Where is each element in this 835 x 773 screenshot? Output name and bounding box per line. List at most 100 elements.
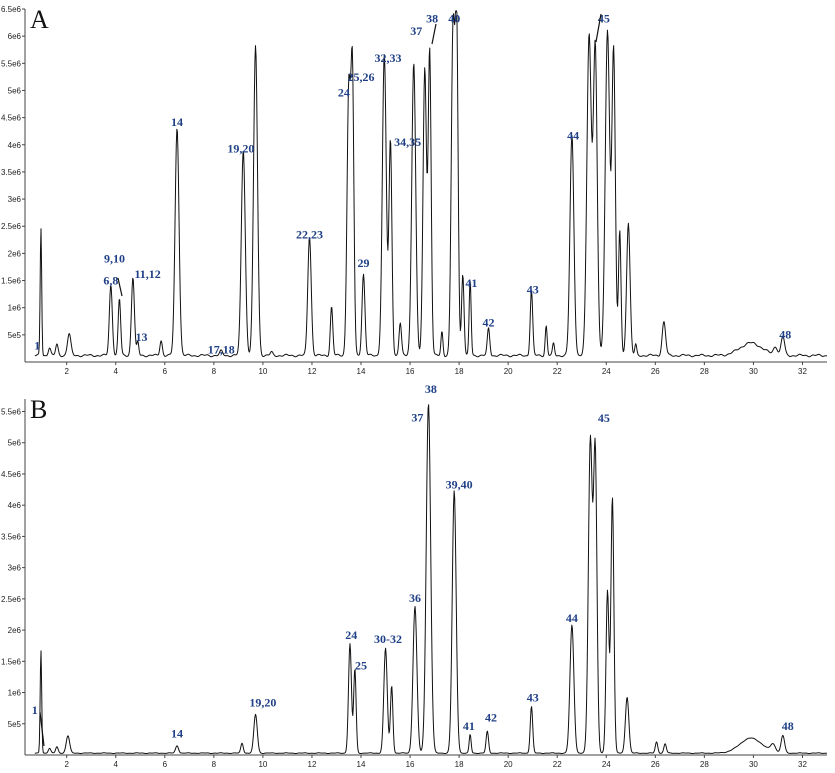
y-tick-label: 3.5e6: [1, 532, 22, 541]
x-tick-label: 20: [504, 760, 513, 769]
peak-label: 11,12: [134, 267, 160, 281]
peak-label: 41: [465, 276, 477, 290]
x-tick-label: 22: [553, 367, 562, 376]
y-tick-label: 2.5e6: [1, 222, 22, 231]
x-tick-label: 28: [700, 760, 709, 769]
peak-label: 48: [779, 328, 791, 342]
x-tick-label: 6: [163, 760, 168, 769]
peak-label: 14: [171, 727, 183, 741]
x-tick-label: 14: [357, 760, 366, 769]
x-tick-label: 28: [700, 367, 709, 376]
x-tick-label: 12: [308, 367, 317, 376]
panel-a-chromatogram: A 2 4 6 8 10 12 14 16 18 20 22 24 26 28 30 325e51e61.5e…: [1, 5, 828, 376]
peak-label: 14: [171, 115, 183, 129]
x-tick-label: 2: [64, 760, 69, 769]
peak-leader-line: [431, 23, 437, 45]
peak-label: 48: [782, 719, 794, 733]
y-tick-label: 5.5e6: [1, 407, 22, 416]
y-tick-label: 1e6: [8, 689, 22, 698]
peak-label: 32,33: [374, 51, 401, 65]
peak-label: 19,20: [249, 695, 276, 709]
y-tick-label: 2.5e6: [1, 595, 22, 604]
y-tick-label: 4e6: [8, 141, 22, 150]
x-tick-label: 2: [64, 367, 69, 376]
panel-b-chromatogram: B 2 4 6 8 10 12 14 16 18 20 22 24 26 28 30 325e51e61.5e…: [1, 382, 828, 769]
peak-label: 38: [426, 12, 438, 26]
y-tick-label: 1.5e6: [1, 657, 22, 666]
x-tick-label: 30: [749, 367, 758, 376]
y-tick-label: 5e6: [8, 86, 22, 95]
peak-label: 44: [567, 128, 579, 142]
y-tick-label: 3e6: [8, 564, 22, 573]
peak-label: 43: [527, 690, 539, 704]
x-tick-label: 26: [651, 367, 660, 376]
x-tick-label: 32: [798, 367, 807, 376]
y-tick-label: 4e6: [8, 501, 22, 510]
x-tick-label: 8: [212, 367, 217, 376]
x-tick-label: 32: [798, 760, 807, 769]
y-tick-label: 6e6: [8, 32, 22, 41]
y-tick-label: 6.5e6: [1, 5, 22, 14]
peak-label: 30-32: [374, 632, 402, 646]
y-tick-label: 5e6: [8, 439, 22, 448]
peak-label: 40: [448, 12, 460, 26]
x-tick-label: 24: [602, 760, 611, 769]
x-tick-label: 24: [602, 367, 611, 376]
peak-label: 42: [483, 316, 495, 330]
x-tick-label: 18: [455, 367, 464, 376]
chromatogram-trace: [34, 404, 828, 754]
x-tick-label: 8: [212, 760, 217, 769]
y-tick-label: 3e6: [8, 195, 22, 204]
peak-label: 36: [409, 591, 421, 605]
peak-label: 6,8: [103, 273, 118, 287]
peak-label: 29: [357, 256, 369, 270]
peak-label: 37: [410, 24, 422, 38]
x-tick-label: 18: [455, 760, 464, 769]
y-tick-label: 5.5e6: [1, 59, 22, 68]
peak-label: 22,23: [296, 228, 323, 242]
peak-label: 34,35: [394, 135, 421, 149]
peak-label: 37: [411, 410, 423, 424]
x-tick-label: 26: [651, 760, 660, 769]
x-tick-label: 14: [357, 367, 366, 376]
y-tick-label: 3.5e6: [1, 168, 22, 177]
peak-label: 24: [345, 628, 357, 642]
x-tick-label: 16: [406, 760, 415, 769]
y-tick-label: 4.5e6: [1, 470, 22, 479]
peak-label: 24: [338, 85, 350, 99]
y-tick-label: 1e6: [8, 304, 22, 313]
peak-label: 43: [527, 283, 539, 297]
x-tick-label: 10: [258, 367, 267, 376]
peak-leader-line: [39, 711, 45, 747]
x-tick-label: 10: [258, 760, 267, 769]
peak-label: 1: [32, 703, 38, 717]
y-tick-label: 4.5e6: [1, 114, 22, 123]
peak-leader-line: [595, 13, 602, 43]
y-tick-label: 2e6: [8, 249, 22, 258]
peak-label: 19,20: [227, 141, 254, 155]
panel-b-letter: B: [30, 395, 47, 424]
x-tick-label: 6: [163, 367, 168, 376]
peak-label: 44: [566, 611, 578, 625]
peak-label: 39,40: [446, 477, 473, 491]
y-tick-label: 2e6: [8, 626, 22, 635]
x-tick-label: 4: [114, 760, 119, 769]
peak-label: 45: [598, 411, 610, 425]
peak-label: 38: [425, 382, 437, 396]
peak-label: 42: [485, 710, 497, 724]
peak-label: 25: [355, 658, 367, 672]
y-tick-label: 5e5: [8, 331, 22, 340]
x-tick-label: 12: [308, 760, 317, 769]
x-tick-label: 16: [406, 367, 415, 376]
peak-label: 9,10: [104, 252, 125, 266]
peak-label: 41: [463, 719, 475, 733]
x-tick-label: 22: [553, 760, 562, 769]
peak-label: 25,26: [348, 70, 375, 84]
x-tick-label: 30: [749, 760, 758, 769]
chromatogram-trace: [34, 10, 828, 358]
peak-label: 17,18: [208, 342, 235, 356]
peak-leader-line: [117, 277, 123, 297]
panel-a-letter: A: [30, 5, 49, 34]
x-tick-label: 20: [504, 367, 513, 376]
